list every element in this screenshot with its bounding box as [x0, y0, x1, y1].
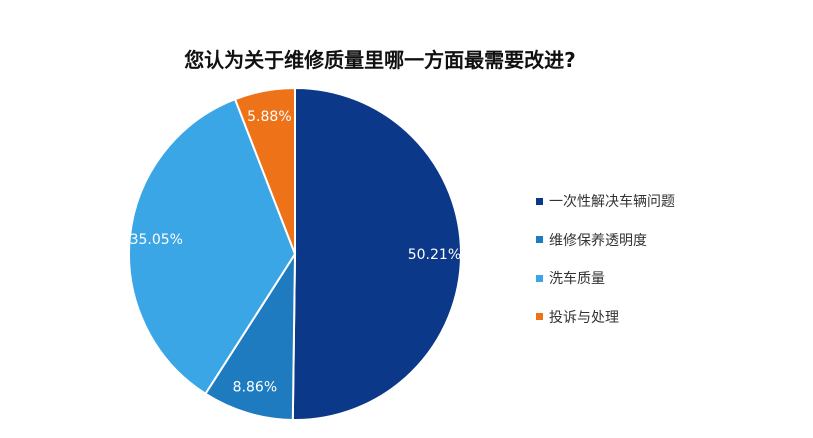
pie-slice-3 [233, 86, 296, 255]
legend-item-3: 投诉与处理 [536, 307, 675, 327]
data-label-0: 50.21% [408, 247, 461, 263]
legend-swatch [536, 197, 543, 205]
legend-item-1: 维修保养透明度 [536, 230, 675, 250]
pie-slice-1 [204, 250, 297, 421]
chart-title: 您认为关于维修质量里哪一方面最需要改进? [184, 48, 576, 72]
data-label-2: 35.05% [130, 232, 183, 248]
data-label-3: 5.88% [247, 109, 291, 125]
legend-label: 洗车质量 [549, 271, 605, 287]
data-label-1: 8.86% [233, 380, 277, 396]
legend-label: 维修保养透明度 [549, 232, 647, 249]
pie-slice-0 [291, 86, 462, 421]
legend-swatch [536, 274, 543, 282]
pie-slice-2 [128, 97, 297, 396]
legend-label: 投诉与处理 [549, 309, 619, 326]
legend: 一次性解决车辆问题 维修保养透明度 洗车质量投诉与处理 [536, 191, 675, 345]
legend-item-0: 一次性解决车辆问题 [536, 191, 675, 211]
legend-label: 一次性解决车辆问题 [549, 194, 675, 210]
legend-item-2: 洗车质量 [536, 268, 675, 288]
legend-swatch [536, 236, 543, 243]
legend-swatch [536, 313, 543, 320]
